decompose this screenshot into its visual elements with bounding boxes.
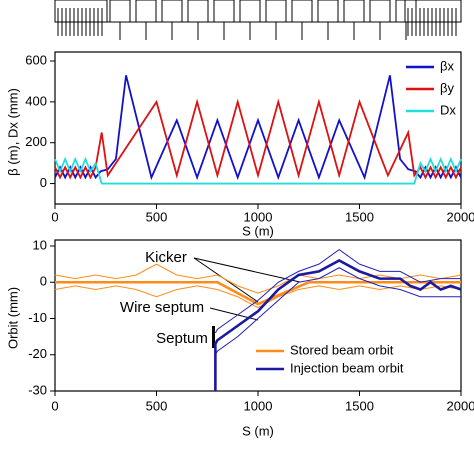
y-tick-label: 600 [25,52,47,67]
lattice-magnet [291,0,313,23]
septum-marker [212,326,215,348]
lattice-strip [54,0,462,40]
series-line [54,75,462,181]
lattice-magnet [161,0,183,23]
x-tick-label: 2000 [447,209,474,224]
lattice-magnet [395,0,417,23]
y-axis-label: β (m), Dx (mm) [5,88,20,176]
series-line [214,267,461,355]
y-tick-label: 10 [33,237,47,252]
legend-label: Stored beam orbit [290,342,394,357]
x-tick-label: 1000 [244,209,273,224]
y-tick-label: 400 [25,93,47,108]
x-tick-label: 2000 [447,398,474,413]
y-tick-label: 0 [40,274,47,289]
series-line [54,285,462,309]
legend-label: Injection beam orbit [290,360,404,375]
x-tick-label: 0 [51,398,58,413]
annotation-arrow [209,307,259,321]
lattice-magnet [343,0,365,23]
x-axis-label: S (m) [242,423,274,438]
y-tick-label: -30 [28,382,47,397]
y-axis-label: Orbit (mm) [5,287,20,349]
lattice-magnet [187,0,209,23]
plot-frame [54,51,462,205]
y-tick-label: -20 [28,346,47,361]
series-line [214,249,461,334]
x-tick-label: 1500 [345,209,374,224]
lattice-magnet [213,0,235,23]
x-tick-label: 500 [146,209,168,224]
x-axis-label: S (m) [242,223,274,238]
lattice-magnet [369,0,391,23]
annotation: Septum [156,330,208,347]
lattice-magnet [317,0,339,23]
y-tick-label: -10 [28,310,47,325]
legend-label: βy [440,80,454,95]
lattice-magnet [54,0,108,23]
lattice-magnet [109,0,131,23]
legend-label: Dx [440,102,456,117]
annotation: Wire septum [120,299,204,316]
lattice-magnet [404,0,462,23]
annotation: Kicker [145,249,187,266]
y-tick-label: 200 [25,134,47,149]
x-tick-label: 0 [51,209,58,224]
lattice-magnet [239,0,261,23]
x-tick-label: 1500 [345,398,374,413]
x-tick-label: 1000 [244,398,273,413]
lattice-magnet [135,0,157,23]
y-tick-label: 0 [40,175,47,190]
series-line [54,98,462,180]
legend-label: βx [440,58,454,73]
x-tick-label: 500 [146,398,168,413]
lattice-magnet [265,0,287,23]
annotation-arrow [193,257,301,283]
series-line [54,156,462,185]
series-line [55,280,461,306]
series-line [214,259,462,391]
